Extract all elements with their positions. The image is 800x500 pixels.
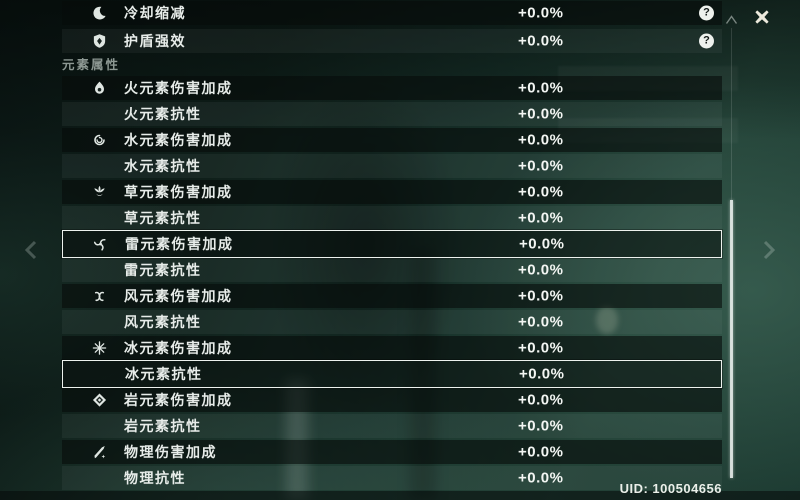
close-button[interactable] [752, 7, 772, 27]
stat-row-electro-res[interactable]: 雷元素抗性 +0.0% [62, 258, 722, 282]
stat-row-dendro-res[interactable]: 草元素抗性 +0.0% [62, 206, 722, 230]
stat-value: +0.0% [518, 287, 564, 305]
stat-row-hydro-dmg-bonus[interactable]: 水元素伤害加成 +0.0% [62, 128, 722, 152]
bottom-edge-strip [0, 491, 800, 500]
stat-label: 雷元素伤害加成 [125, 236, 234, 252]
stat-value: +0.0% [518, 105, 564, 123]
stat-row-pyro-dmg-bonus[interactable]: 火元素伤害加成 +0.0% [62, 76, 722, 100]
scroll-up-caret-icon [725, 15, 738, 24]
stat-value: +0.0% [518, 79, 564, 97]
stat-value: +0.0% [518, 261, 564, 279]
section-header-elemental-properties: 元素属性 [62, 58, 121, 72]
pyro-icon [92, 81, 107, 96]
stat-value: +0.0% [519, 365, 565, 383]
geo-icon [92, 393, 107, 408]
stat-row-electro-dmg-bonus[interactable]: 雷元素伤害加成 +0.0% [62, 230, 722, 258]
stat-value: +0.0% [518, 417, 564, 435]
stat-row-shield-strength[interactable]: 护盾强效 +0.0%? [62, 29, 722, 53]
stat-label: 冰元素伤害加成 [124, 340, 233, 356]
stat-label: 物理抗性 [124, 470, 186, 486]
stat-label: 物理伤害加成 [124, 444, 217, 460]
stat-label: 岩元素抗性 [124, 418, 202, 434]
dendro-icon [92, 185, 107, 200]
previous-page-chevron-icon[interactable] [24, 240, 38, 260]
hydro-icon [92, 133, 107, 148]
shield-icon [92, 34, 107, 49]
character-silhouette [255, 40, 475, 500]
stat-row-anemo-dmg-bonus[interactable]: 风元素伤害加成 +0.0% [62, 284, 722, 308]
stat-value: +0.0% [518, 313, 564, 331]
help-question-icon[interactable]: ? [699, 5, 714, 21]
stat-label: 雷元素抗性 [124, 262, 202, 278]
stat-label: 火元素伤害加成 [124, 80, 233, 96]
stat-label: 护盾强效 [124, 33, 186, 49]
uid-label: UID: 100504656 [619, 481, 722, 496]
stat-row-geo-res[interactable]: 岩元素抗性 +0.0% [62, 414, 722, 438]
stat-label: 草元素抗性 [124, 210, 202, 226]
close-icon [755, 10, 769, 24]
stat-value: +0.0% [519, 235, 565, 253]
cryo-icon [92, 341, 107, 356]
stat-value: +0.0% [518, 131, 564, 149]
stat-row-anemo-res[interactable]: 风元素抗性 +0.0% [62, 310, 722, 334]
cooldown-icon [92, 6, 107, 21]
stat-label: 草元素伤害加成 [124, 184, 233, 200]
stat-row-physical-dmg-bonus[interactable]: 物理伤害加成 +0.0% [62, 440, 722, 464]
stat-row-cryo-res[interactable]: 冰元素抗性 +0.0% [62, 360, 722, 388]
stat-value: +0.0% [518, 32, 564, 50]
stat-value: +0.0% [518, 391, 564, 409]
anemo-icon [92, 289, 107, 304]
stat-value: +0.0% [518, 4, 564, 22]
stat-label: 岩元素伤害加成 [124, 392, 233, 408]
help-question-icon[interactable]: ? [699, 33, 714, 49]
background-emblem-glow [596, 306, 618, 334]
stat-label: 冷却缩减 [124, 5, 186, 21]
stat-row-pyro-res[interactable]: 火元素抗性 +0.0% [62, 102, 722, 126]
stat-label: 冰元素抗性 [125, 366, 203, 382]
stat-value: +0.0% [518, 183, 564, 201]
stat-label: 火元素抗性 [124, 106, 202, 122]
stat-value: +0.0% [518, 443, 564, 461]
stat-label: 水元素抗性 [124, 158, 202, 174]
stat-row-cryo-dmg-bonus[interactable]: 冰元素伤害加成 +0.0% [62, 336, 722, 360]
scrollbar-thumb[interactable] [730, 200, 733, 478]
stat-label: 水元素伤害加成 [124, 132, 233, 148]
stat-value: +0.0% [518, 339, 564, 357]
stat-label: 风元素伤害加成 [124, 288, 233, 304]
stat-row-hydro-res[interactable]: 水元素抗性 +0.0% [62, 154, 722, 178]
physical-icon [92, 445, 107, 460]
stat-value: +0.0% [518, 209, 564, 227]
stat-value: +0.0% [518, 157, 564, 175]
stat-row-dendro-dmg-bonus[interactable]: 草元素伤害加成 +0.0% [62, 180, 722, 204]
stat-row-cooldown-reduction[interactable]: 冷却缩减 +0.0%? [62, 1, 722, 25]
stat-value: +0.0% [518, 469, 564, 487]
next-page-chevron-icon[interactable] [762, 240, 776, 260]
stat-label: 风元素抗性 [124, 314, 202, 330]
electro-icon [93, 237, 108, 252]
stat-row-physical-res[interactable]: 物理抗性 +0.0% [62, 466, 722, 490]
stat-row-geo-dmg-bonus[interactable]: 岩元素伤害加成 +0.0% [62, 388, 722, 412]
